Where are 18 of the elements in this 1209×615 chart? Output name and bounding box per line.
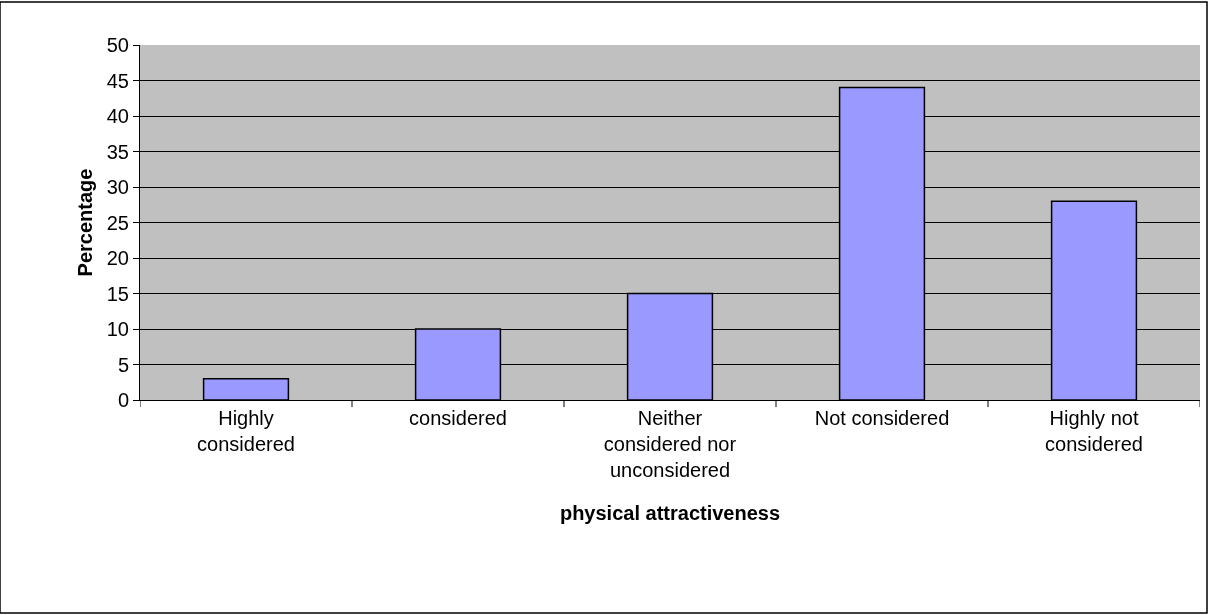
y-tick-label: 20 [106,247,129,269]
x-tick-label: Not considered [814,407,950,429]
y-tick-label: 5 [117,353,129,376]
x-axis-title: physical attractiveness [559,501,781,524]
y-tick-label: 35 [106,140,129,163]
y-tick-label: 10 [106,318,129,340]
y-tick-label: 40 [106,105,129,127]
y-tick-label: 30 [106,176,129,198]
y-tick-label: 45 [106,69,129,92]
y-axis-title: Percentage [74,168,97,277]
y-tick-label: 15 [106,282,129,305]
y-tick-label: 50 [106,34,129,56]
y-tick-label: 0 [117,389,129,411]
x-tick-label: Highly not considered [1045,407,1143,455]
y-tick-label: 25 [106,211,129,234]
x-tick-label: Highly considered [197,407,295,455]
x-tick-label: Neither considered nor unconsidered [603,407,737,481]
x-tick-label: considered [409,407,507,429]
